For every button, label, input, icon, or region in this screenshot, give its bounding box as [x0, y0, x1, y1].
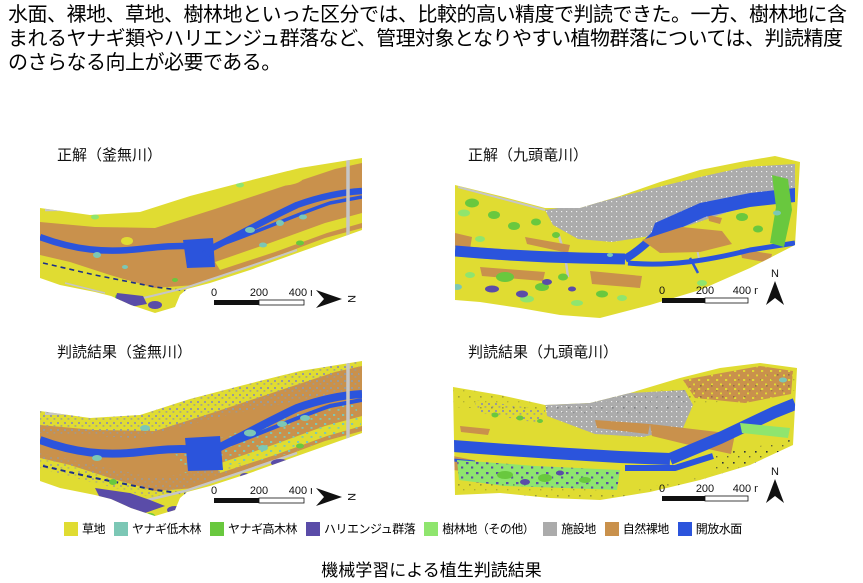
- river-layer: [455, 188, 796, 274]
- noise-top: [453, 370, 797, 416]
- willow-tree-patches: [491, 412, 591, 483]
- legend-swatch-willow-tree: [210, 521, 225, 536]
- locust-patches: [485, 279, 576, 298]
- svg-text:200: 200: [696, 285, 714, 297]
- dark-speckle: [715, 440, 793, 472]
- north-arrow-icon: N: [316, 488, 357, 506]
- legend-swatch-grass: [64, 521, 78, 536]
- scale-bar: 0 200 400 m: [659, 483, 758, 502]
- legend-label-facility: 施設地: [561, 522, 596, 536]
- panel-title-handoku-kuzuryu: 判読結果（九頭竜川）: [468, 344, 619, 361]
- legend-swatch-willow-shrub: [114, 521, 129, 536]
- north-arrow-icon: N: [316, 290, 357, 308]
- legend-swatch-bare-land: [604, 521, 619, 536]
- scale-bar: 0 200 400 m: [211, 485, 312, 504]
- willow-shrub-patches: [92, 415, 310, 461]
- facility-area: [545, 164, 795, 242]
- map-seikai-kuzuryu: [455, 156, 800, 318]
- facility-bottom-line: [134, 249, 298, 301]
- map-handoku-kamanashi: [40, 361, 362, 516]
- north-arrow-icon: N: [766, 268, 784, 305]
- svg-text:400 m: 400 m: [289, 287, 312, 299]
- other-forest-strip: [740, 423, 790, 438]
- map-seikai-kamanashi: [40, 158, 362, 313]
- svg-text:N: N: [345, 493, 357, 501]
- svg-text:200: 200: [696, 483, 714, 495]
- map-layers: [40, 361, 362, 516]
- gray-speckle-top: [40, 361, 362, 438]
- svg-text:400 m: 400 m: [733, 285, 758, 297]
- figure-caption: 機械学習による植生判読結果: [321, 561, 542, 580]
- legend-label-willow-tree: ヤナギ高木林: [228, 522, 298, 536]
- legend-label-willow-shrub: ヤナギ低木林: [132, 522, 202, 536]
- panel-title-seikai-kamanashi: 正解（釜無川）: [57, 147, 163, 164]
- svg-text:N: N: [345, 295, 357, 303]
- teal-speckle-band: [175, 403, 362, 473]
- svg-text:400 m: 400 m: [289, 485, 312, 497]
- bare-island: [642, 227, 732, 253]
- svg-text:N: N: [771, 268, 779, 280]
- willow-tree-patches: [465, 175, 792, 298]
- noise-bottom: [455, 468, 745, 500]
- grass-patch: [251, 170, 303, 186]
- svg-text:200: 200: [250, 485, 268, 497]
- willow-shrub-patches: [93, 214, 307, 269]
- svg-text:0: 0: [211, 485, 217, 497]
- svg-text:0: 0: [659, 483, 665, 495]
- legend: 草地 ヤナギ低木林 ヤナギ高木林 ハリエンジュ群落 樹林地（その他） 施設地 自…: [64, 520, 751, 537]
- willow-shrub-patches: [455, 210, 781, 290]
- panel-title-handoku-kamanashi: 判読結果（釜無川）: [57, 344, 193, 361]
- svg-text:0: 0: [659, 285, 665, 297]
- map-layers: [453, 366, 797, 500]
- legend-swatch-other-forest: [424, 521, 439, 536]
- legend-label-bare-land: 自然裸地: [622, 522, 670, 536]
- river-pool: [185, 436, 223, 471]
- legend-label-open-water: 開放水面: [695, 522, 743, 536]
- svg-text:400 m: 400 m: [733, 483, 758, 495]
- legend-swatch-open-water: [677, 521, 692, 536]
- locust-patches: [520, 470, 564, 485]
- svg-text:0: 0: [211, 287, 217, 299]
- map-layers: [455, 164, 796, 306]
- svg-text:N: N: [771, 466, 779, 478]
- legend-label-grass: 草地: [82, 522, 106, 536]
- gray-speckle-bottom: [40, 453, 255, 498]
- legend-swatch-facility: [543, 521, 558, 536]
- scale-bar: 0 200 400 m: [211, 287, 312, 306]
- legend-label-other-forest: 樹林地（その他）: [442, 522, 535, 536]
- intro-paragraph: 水面、裸地、草地、樹林地といった区分では、比較的高い精度で判読できた。一方、樹林…: [8, 4, 847, 74]
- map-handoku-kuzuryu: [453, 363, 797, 500]
- north-arrow-icon: N: [766, 466, 784, 503]
- legend-swatch-locust: [306, 521, 321, 536]
- legend-label-locust: ハリエンジュ群落: [324, 522, 416, 536]
- panel-title-seikai-kuzuryu: 正解（九頭竜川）: [468, 147, 589, 164]
- bare-land-mass: [40, 163, 362, 288]
- scale-bar: 0 200 400 m: [659, 285, 758, 304]
- svg-text:200: 200: [250, 287, 268, 299]
- grass-band: [215, 213, 362, 270]
- river-pool: [183, 238, 215, 268]
